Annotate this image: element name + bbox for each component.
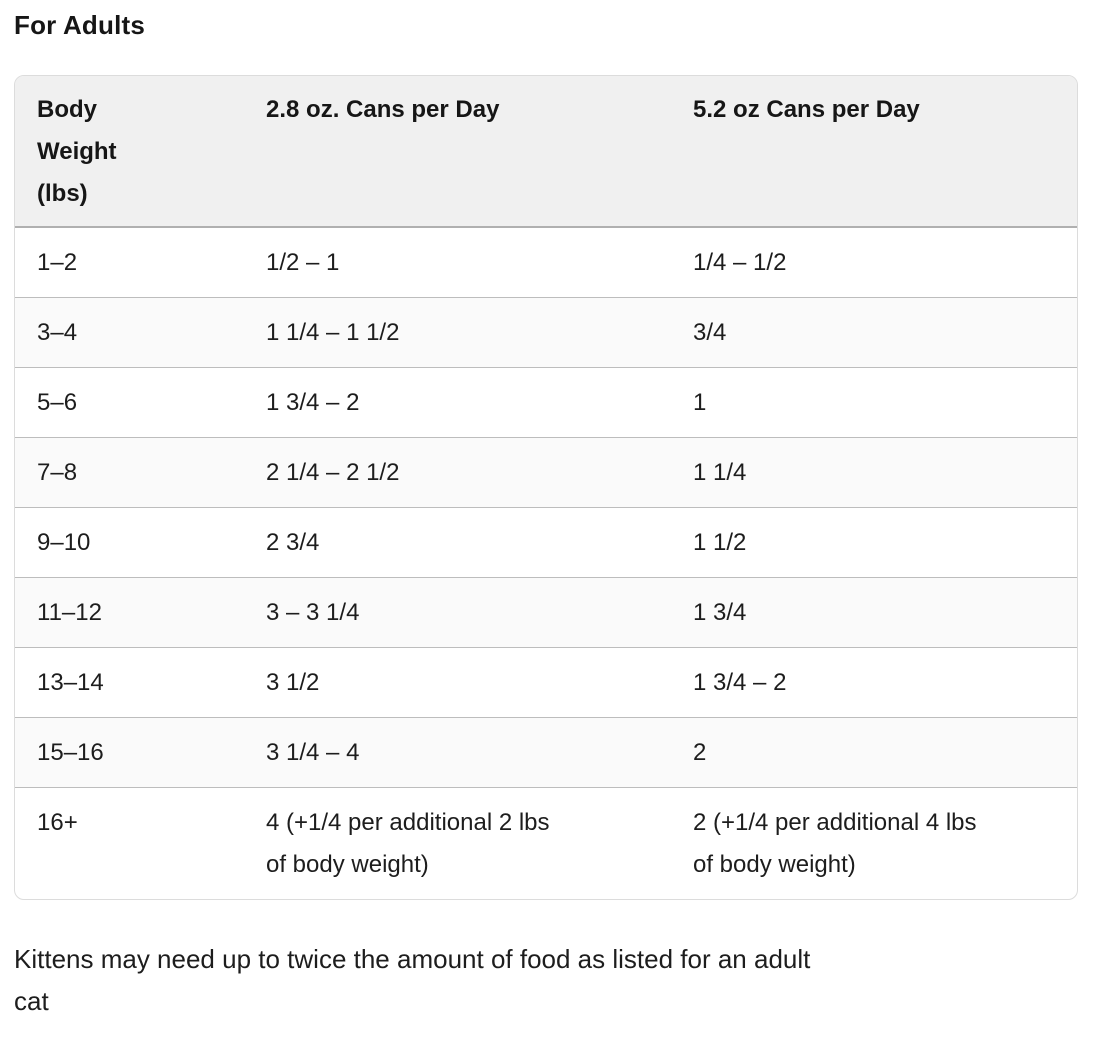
cans-2-8-cell: 2 3/4: [244, 507, 671, 578]
table-row: 15–16 3 1/4 – 4 2: [15, 717, 1077, 788]
cans-2-8-cell: 1/2 – 1: [266, 249, 340, 276]
table-row: 3–4 1 1/4 – 1 1/2 3/4: [15, 297, 1077, 368]
cans-2-8-cell: 1 1/4 – 1 1/2: [244, 297, 671, 368]
table-row: 7–8 2 1/4 – 2 1/2 1 1/4: [15, 437, 1077, 508]
cans-2-8-cell: 3 1/2: [244, 647, 671, 718]
body-weight-cell: 13–14: [15, 647, 244, 718]
cans-5-2-cell: 2 (+1/4 per additional 4 lbs of body wei…: [671, 787, 1077, 899]
feeding-table: Body Weight (lbs) 2.8 oz. Cans per Day 5…: [14, 75, 1078, 900]
column-header-body-weight: Body Weight (lbs): [15, 76, 244, 228]
feeding-table-grid: Body Weight (lbs) 2.8 oz. Cans per Day 5…: [15, 76, 1077, 899]
cans-5-2-cell: 1 3/4: [671, 577, 1077, 648]
header-row: Body Weight (lbs) 2.8 oz. Cans per Day 5…: [15, 76, 1077, 228]
column-header-label: 5.2 oz Cans per Day: [693, 96, 920, 123]
cans-2-8-cell: 3 – 3 1/4: [244, 577, 671, 648]
table-row: 1–2 1/2 – 1 1/4 – 1/2: [15, 227, 1077, 298]
table-row: 13–14 3 1/2 1 3/4 – 2: [15, 647, 1077, 718]
cans-2-8-cell: 4 (+1/4 per additional 2 lbs of body wei…: [244, 787, 671, 899]
body-weight-cell: 3–4: [15, 297, 244, 368]
cans-5-2-cell: 1: [671, 367, 1077, 438]
body-weight-cell: 7–8: [15, 437, 244, 508]
body-weight-cell: 5–6: [15, 367, 244, 438]
cans-5-2-cell: 3/4: [671, 297, 1077, 368]
cans-5-2-cell: 1/4 – 1/2: [693, 249, 787, 276]
table-row: 5–6 1 3/4 – 2 1: [15, 367, 1077, 438]
column-header-2-8-oz-cans: 2.8 oz. Cans per Day: [244, 76, 671, 228]
body-weight-cell: 15–16: [15, 717, 244, 788]
column-header-5-2-oz-cans: 5.2 oz Cans per Day: [671, 76, 1077, 228]
body-weight-cell: 9–10: [15, 507, 244, 578]
cans-2-8-cell: 3 1/4 – 4: [244, 717, 671, 788]
cans-2-8-cell: 2 1/4 – 2 1/2: [244, 437, 671, 508]
body-weight-cell: 11–12: [15, 577, 244, 648]
cans-5-2-cell: 1 3/4 – 2: [671, 647, 1077, 718]
kitten-note: Kittens may need up to twice the amount …: [14, 944, 811, 1016]
section-title: For Adults: [14, 10, 146, 40]
cans-5-2-cell-text: 2 (+1/4 per additional 4 lbs of body wei…: [693, 809, 977, 878]
body-weight-cell: 1–2: [37, 249, 78, 276]
cans-5-2-cell: 1 1/2: [671, 507, 1077, 578]
cans-5-2-cell: 2: [671, 717, 1077, 788]
table-row: 16+ 4 (+1/4 per additional 2 lbs of body…: [15, 787, 1077, 899]
body-weight-cell: 16+: [15, 787, 244, 899]
cans-2-8-cell: 1 3/4 – 2: [244, 367, 671, 438]
table-row: 9–10 2 3/4 1 1/2: [15, 507, 1077, 578]
column-header-label: Body Weight (lbs): [37, 96, 117, 207]
cans-5-2-cell: 1 1/4: [671, 437, 1077, 508]
cans-2-8-cell-text: 4 (+1/4 per additional 2 lbs of body wei…: [266, 809, 550, 878]
table-row: 11–12 3 – 3 1/4 1 3/4: [15, 577, 1077, 648]
column-header-label: 2.8 oz. Cans per Day: [266, 96, 500, 123]
